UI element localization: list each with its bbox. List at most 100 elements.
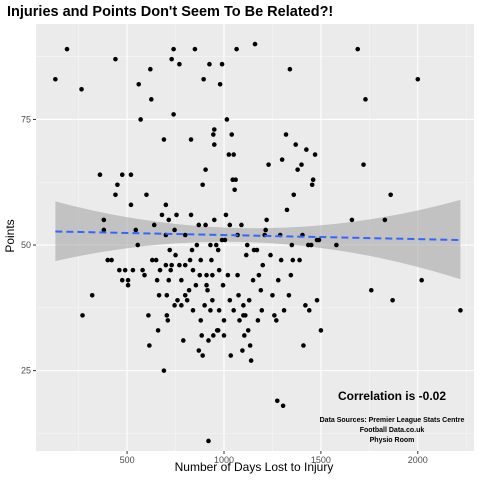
data-point: [166, 217, 172, 223]
data-point: [263, 227, 268, 233]
data-point: [80, 313, 85, 318]
data-point: [155, 328, 161, 333]
data-point: [256, 272, 262, 278]
data-point: [233, 177, 238, 183]
trend-line: [55, 230, 461, 242]
data-point: [212, 127, 217, 132]
data-point: [220, 282, 226, 288]
data-point: [164, 313, 170, 318]
data-point: [222, 237, 228, 243]
data-point: [192, 46, 198, 52]
data-point: [264, 217, 269, 223]
data-point: [196, 348, 202, 353]
data-point: [144, 192, 149, 198]
data-point: [113, 192, 118, 198]
data-point: [171, 112, 176, 117]
data-point: [203, 222, 208, 228]
data-point: [153, 257, 159, 263]
data-point: [308, 242, 314, 248]
data-point: [157, 267, 163, 273]
data-point: [189, 247, 195, 253]
data-point: [169, 56, 174, 62]
data-point: [136, 81, 142, 87]
data-point: [122, 267, 128, 273]
data-point: [291, 192, 297, 198]
data-point: [229, 132, 235, 137]
data-point: [235, 272, 240, 278]
x-tick-label: 500: [120, 455, 135, 465]
data-point: [179, 277, 184, 283]
data-point: [270, 292, 275, 298]
data-point: [149, 257, 155, 263]
data-point: [115, 182, 120, 188]
data-point: [252, 41, 258, 47]
x-tick-label: 2000: [408, 455, 428, 465]
data-point: [211, 132, 216, 137]
data-point: [89, 292, 95, 298]
data-point: [175, 297, 180, 303]
data-point: [125, 277, 131, 283]
data-point: [309, 182, 315, 188]
data-point: [272, 313, 277, 318]
data-point: [163, 202, 169, 208]
data-point: [301, 343, 306, 348]
data-point: [53, 76, 58, 82]
data-point: [245, 328, 251, 333]
data-point: [190, 308, 196, 313]
data-point: [259, 308, 265, 313]
data-point: [293, 142, 298, 147]
data-point: [161, 137, 167, 142]
data-point: [279, 157, 285, 162]
data-point: [194, 242, 200, 248]
data-point: [177, 61, 182, 67]
data-point: [201, 76, 206, 82]
data-point: [128, 172, 134, 178]
y-tick-label: 25: [21, 366, 31, 376]
data-point: [168, 267, 173, 273]
data-point: [247, 343, 253, 348]
data-point: [97, 172, 103, 178]
data-point: [164, 292, 170, 298]
data-point: [355, 46, 361, 52]
data-point: [163, 262, 169, 268]
data-point: [260, 262, 266, 268]
data-point: [119, 172, 125, 178]
x-tick-label: 1500: [311, 455, 331, 465]
data-point: [212, 142, 217, 147]
data-point: [142, 272, 147, 278]
data-point: [284, 207, 290, 213]
data-point: [147, 343, 152, 348]
data-point: [215, 328, 221, 333]
data-point: [182, 232, 188, 238]
data-point: [240, 348, 245, 353]
data-point: [227, 222, 233, 228]
data-point: [156, 292, 162, 298]
data-point: [318, 328, 324, 333]
data-point: [130, 267, 136, 273]
data-point: [216, 308, 222, 313]
data-point: [241, 303, 246, 308]
data-point: [266, 162, 271, 167]
data-point: [186, 287, 192, 293]
data-point: [109, 257, 114, 263]
data-point: [287, 66, 293, 72]
data-point: [297, 257, 302, 263]
data-point: [227, 297, 233, 303]
data-point: [224, 117, 230, 122]
data-point: [274, 398, 280, 404]
data-point: [187, 257, 193, 263]
data-point: [179, 303, 184, 308]
data-point: [226, 152, 232, 157]
data-point: [188, 212, 194, 218]
data-point: [363, 97, 368, 102]
data-point: [388, 192, 393, 198]
data-point: [254, 247, 260, 253]
data-point: [223, 212, 229, 218]
data-point: [206, 438, 211, 444]
data-point: [146, 313, 151, 318]
data-point: [215, 247, 221, 253]
data-point: [288, 272, 294, 278]
data-point: [217, 81, 223, 87]
data-point: [274, 318, 279, 323]
data-point: [196, 222, 202, 228]
